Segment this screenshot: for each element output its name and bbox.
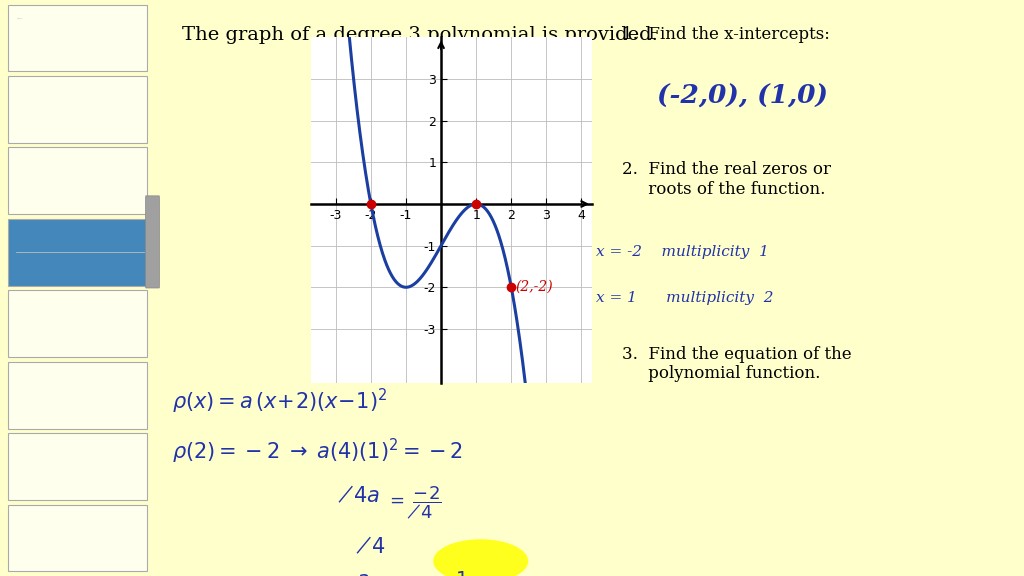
Ellipse shape bbox=[433, 539, 528, 576]
Text: $\rho(x) = a\,(x\!+\!2)(x\!-\!1)^2$: $\rho(x) = a\,(x\!+\!2)(x\!-\!1)^2$ bbox=[172, 387, 387, 416]
Text: 3.  Find the equation of the
     polynomial function.: 3. Find the equation of the polynomial f… bbox=[623, 346, 852, 382]
FancyBboxPatch shape bbox=[8, 5, 147, 71]
FancyBboxPatch shape bbox=[8, 147, 147, 214]
FancyBboxPatch shape bbox=[8, 433, 147, 500]
Text: 2.  Find the real zeros or
     roots of the function.: 2. Find the real zeros or roots of the f… bbox=[623, 161, 831, 198]
Text: $\not{4}a$: $\not{4}a$ bbox=[338, 484, 380, 506]
Text: x = 1      multiplicity  2: x = 1 multiplicity 2 bbox=[596, 291, 774, 305]
FancyBboxPatch shape bbox=[8, 362, 147, 429]
FancyBboxPatch shape bbox=[8, 76, 147, 143]
FancyBboxPatch shape bbox=[145, 196, 160, 288]
Text: $\not{4}$: $\not{4}$ bbox=[356, 536, 386, 558]
Text: $\rho(2) = -2 \;\rightarrow\; a(4)(1)^2 = -2$: $\rho(2) = -2 \;\rightarrow\; a(4)(1)^2 … bbox=[172, 437, 463, 466]
Text: x = -2    multiplicity  1: x = -2 multiplicity 1 bbox=[596, 245, 769, 259]
Text: The graph of a degree 3 polynomial is provided.: The graph of a degree 3 polynomial is pr… bbox=[181, 26, 657, 44]
Text: $= \;\dfrac{-2}{\not{4}}$: $= \;\dfrac{-2}{\not{4}}$ bbox=[386, 484, 441, 521]
FancyBboxPatch shape bbox=[8, 219, 147, 286]
Text: $a = $: $a = $ bbox=[356, 570, 390, 576]
FancyBboxPatch shape bbox=[8, 505, 147, 571]
FancyBboxPatch shape bbox=[8, 290, 147, 357]
Text: ___: ___ bbox=[16, 15, 23, 19]
Text: 1.  Find the x-intercepts:: 1. Find the x-intercepts: bbox=[623, 26, 830, 43]
Text: (-2,0), (1,0): (-2,0), (1,0) bbox=[656, 84, 827, 108]
Text: $-\!\!\dfrac{1}{2}$: $-\!\!\dfrac{1}{2}$ bbox=[445, 570, 469, 576]
Text: (2,-2): (2,-2) bbox=[515, 279, 553, 294]
